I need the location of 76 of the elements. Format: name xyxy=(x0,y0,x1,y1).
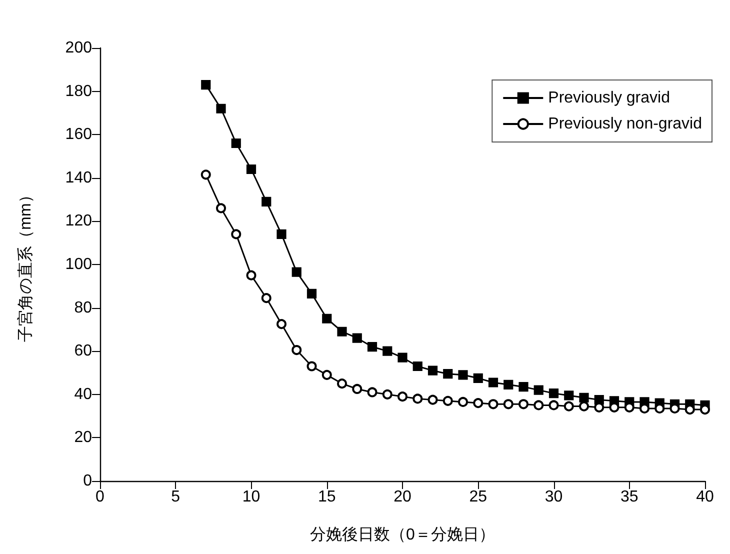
legend-label: Previously non-gravid xyxy=(548,116,702,132)
y-tick-label: 120 xyxy=(65,212,92,230)
point xyxy=(306,361,317,372)
x-axis-title: 分娩後日数（0＝分娩日） xyxy=(310,526,495,544)
y-tick-label: 80 xyxy=(74,299,92,316)
y-tick-label: 100 xyxy=(65,256,92,273)
point xyxy=(398,392,408,402)
point xyxy=(548,388,559,398)
point xyxy=(216,203,226,214)
point xyxy=(534,385,544,395)
point xyxy=(488,378,498,388)
point xyxy=(352,333,362,343)
x-tick-label: 20 xyxy=(394,488,412,506)
point xyxy=(579,392,589,402)
point xyxy=(382,389,392,400)
point xyxy=(428,366,438,376)
y-tick-label: 160 xyxy=(65,126,92,144)
point xyxy=(428,394,438,405)
point xyxy=(534,400,544,410)
point xyxy=(458,396,468,407)
point xyxy=(337,326,347,336)
point xyxy=(246,164,256,174)
y-tick-label: 20 xyxy=(74,429,92,446)
point xyxy=(292,345,302,356)
y-tick-label: 0 xyxy=(83,472,92,490)
y-tick-label: 140 xyxy=(65,169,92,186)
point xyxy=(231,138,241,148)
x-tick-label: 0 xyxy=(96,488,105,506)
point xyxy=(262,196,272,207)
x-tick-label: 30 xyxy=(544,488,563,506)
point xyxy=(231,229,242,240)
point xyxy=(412,361,422,372)
point xyxy=(518,399,528,410)
point xyxy=(564,401,574,412)
point xyxy=(382,346,392,356)
x-tick-label: 10 xyxy=(242,488,260,506)
x-tick-label: 40 xyxy=(696,488,714,506)
x-tick-label: 15 xyxy=(318,488,336,506)
point xyxy=(443,369,453,379)
point xyxy=(504,380,514,390)
point xyxy=(367,387,378,398)
point xyxy=(292,267,302,277)
y-tick-label: 40 xyxy=(74,386,92,403)
x-tick-label: 25 xyxy=(469,488,488,506)
point xyxy=(352,384,362,394)
point xyxy=(200,170,211,180)
point xyxy=(201,80,211,90)
point xyxy=(306,288,317,299)
point xyxy=(548,400,559,410)
y-tick-label: 180 xyxy=(65,82,92,100)
point xyxy=(518,382,528,392)
point xyxy=(322,370,332,380)
point xyxy=(216,104,226,114)
point xyxy=(412,394,423,404)
point xyxy=(276,319,286,330)
point xyxy=(488,399,498,410)
y-tick-label: 60 xyxy=(74,342,92,360)
point xyxy=(442,396,453,406)
legend-label: Previously gravid xyxy=(548,90,670,106)
x-tick-label: 5 xyxy=(171,488,180,506)
point xyxy=(579,401,589,412)
y-axis-title: 子宮角の直系（mm） xyxy=(16,187,34,342)
point xyxy=(473,373,483,383)
point xyxy=(322,314,332,324)
point xyxy=(564,390,574,400)
y-tick-label: 200 xyxy=(65,40,92,56)
point xyxy=(337,378,347,389)
x-tick-label: 35 xyxy=(620,488,638,506)
point xyxy=(473,398,484,408)
point xyxy=(276,229,286,239)
point xyxy=(503,399,514,410)
point xyxy=(261,293,272,304)
point xyxy=(367,342,378,352)
point xyxy=(246,270,256,280)
point xyxy=(458,370,468,380)
point xyxy=(398,352,408,362)
